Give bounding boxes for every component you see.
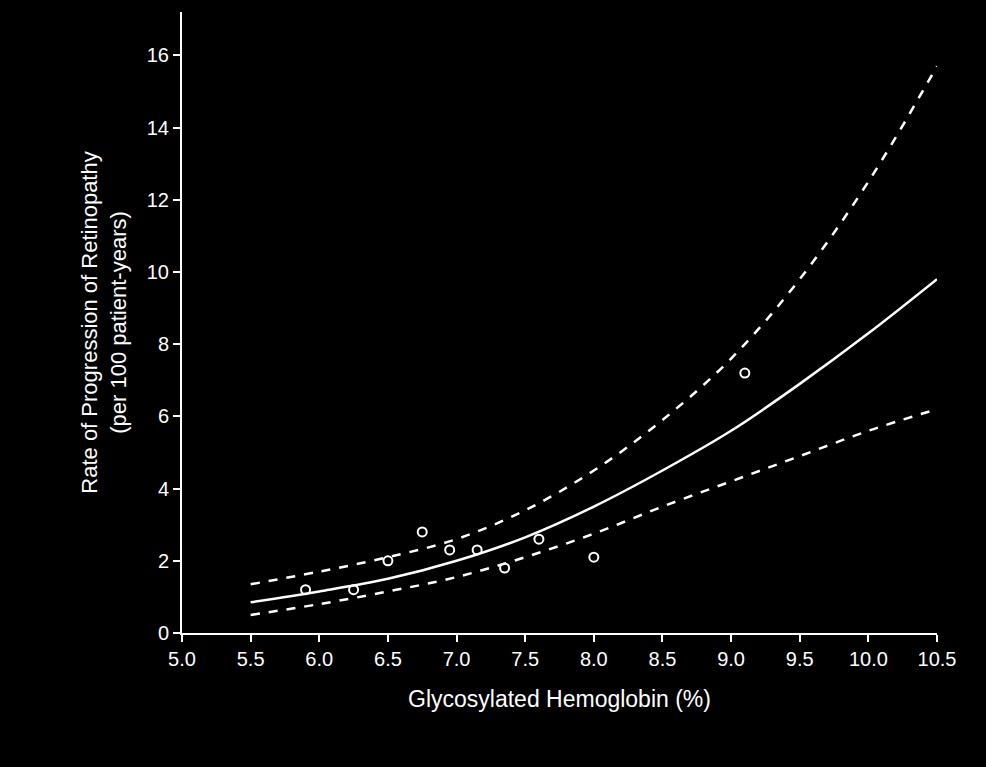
svg-text:6: 6	[158, 405, 169, 427]
svg-text:8: 8	[158, 333, 169, 355]
svg-text:10.5: 10.5	[918, 648, 957, 670]
svg-text:5.0: 5.0	[168, 648, 196, 670]
svg-text:16: 16	[147, 44, 169, 66]
svg-text:10.0: 10.0	[849, 648, 888, 670]
svg-text:6.0: 6.0	[305, 648, 333, 670]
svg-text:9.5: 9.5	[786, 648, 814, 670]
svg-text:7.0: 7.0	[443, 648, 471, 670]
svg-text:8.5: 8.5	[649, 648, 677, 670]
svg-text:6.5: 6.5	[374, 648, 402, 670]
svg-text:8.0: 8.0	[580, 648, 608, 670]
svg-text:Glycosylated Hemoglobin (%): Glycosylated Hemoglobin (%)	[408, 686, 711, 712]
svg-text:12: 12	[147, 189, 169, 211]
svg-text:4: 4	[158, 478, 169, 500]
svg-text:14: 14	[147, 117, 169, 139]
svg-text:7.5: 7.5	[511, 648, 539, 670]
svg-text:2: 2	[158, 550, 169, 572]
svg-text:10: 10	[147, 261, 169, 283]
svg-text:Rate of Progression of Retinop: Rate of Progression of Retinopathy(per 1…	[77, 151, 131, 493]
svg-text:0: 0	[158, 622, 169, 644]
svg-text:9.0: 9.0	[717, 648, 745, 670]
svg-text:5.5: 5.5	[237, 648, 265, 670]
